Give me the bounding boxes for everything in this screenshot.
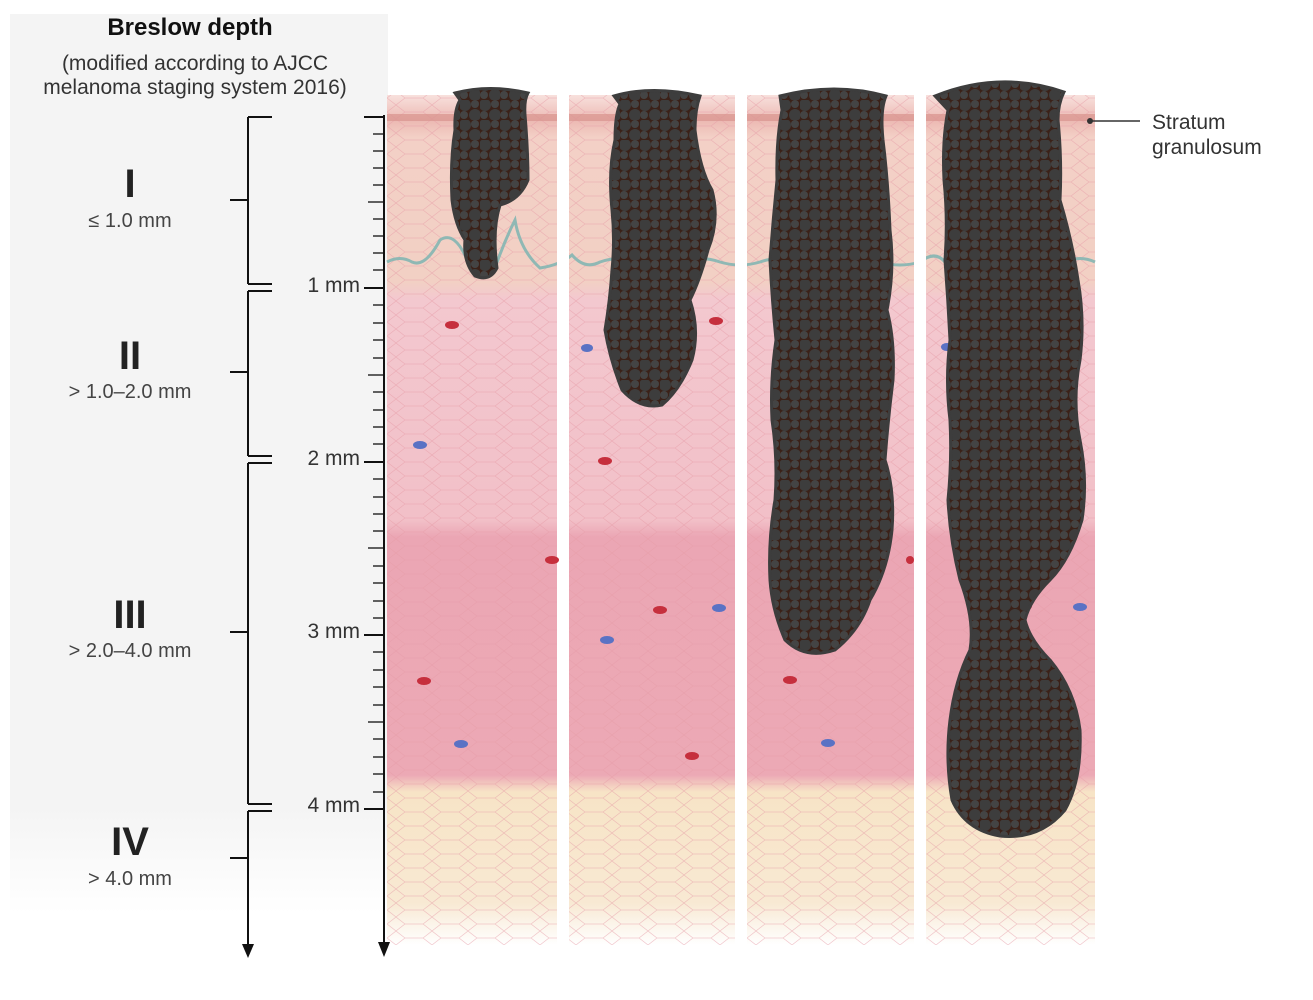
stage-1-numeral: I [124, 162, 136, 206]
stage-3-range: > 2.0–4.0 mm [68, 640, 192, 662]
vessel-blue [600, 636, 614, 644]
vessel-red [709, 317, 723, 325]
tumor-stage-2 [603, 89, 717, 408]
bracket-stage-1 [230, 116, 272, 285]
vessel-red [653, 606, 667, 614]
stage-3-numeral: III [113, 593, 147, 637]
vessel-red [545, 556, 559, 564]
vessel-blue [821, 739, 835, 747]
vessel-red [445, 321, 459, 329]
bracket-stage-4 [230, 810, 272, 945]
subtitle-line-2: melanoma staging system 2016) [43, 76, 347, 99]
vessel-red [685, 752, 699, 760]
depth-label-2mm: 2 mm [307, 447, 361, 470]
stage-2-range: > 1.0–2.0 mm [68, 381, 192, 403]
column-separator-3 [914, 90, 926, 950]
tumor-body [449, 87, 531, 280]
stage-4-numeral: IV [111, 820, 149, 864]
tumor-body [932, 80, 1087, 838]
vessel-red [598, 457, 612, 465]
stage-2-numeral: II [118, 334, 142, 378]
vessel-red [783, 676, 797, 684]
bracket-stage-3 [230, 462, 272, 805]
vessel-blue [1073, 603, 1087, 611]
callout-dot [1087, 118, 1093, 124]
stage-1-range: ≤ 1.0 mm [88, 210, 172, 232]
tumor-body [768, 87, 895, 655]
vessel-blue [413, 441, 427, 449]
depth-ruler [364, 115, 385, 944]
diagram-title: Breslow depth [107, 14, 273, 41]
depth-label-1mm: 1 mm [307, 274, 361, 297]
right-arrowhead [378, 942, 390, 957]
callout-line-1: Stratum [1152, 111, 1226, 134]
left-arrowhead [242, 944, 254, 958]
column-separator-1 [557, 90, 569, 950]
stage-bracket-scale [230, 116, 272, 945]
tumor-stage-4 [932, 80, 1087, 838]
ruler-minor-ticks [368, 133, 384, 793]
left-panel [10, 14, 388, 914]
vessel-blue [712, 604, 726, 612]
stage-4-range: > 4.0 mm [88, 868, 172, 890]
vessel-red [906, 556, 914, 564]
tumor-stage-1 [449, 87, 531, 280]
depth-label-4mm: 4 mm [307, 794, 361, 817]
subtitle-line-1: (modified according to AJCC [61, 52, 329, 75]
depth-label-3mm: 3 mm [307, 620, 361, 643]
tumor-stage-3 [768, 87, 895, 655]
callout-line-2: granulosum [1152, 136, 1262, 159]
stratum-granulosum-label: Stratum granulosum [1152, 110, 1262, 160]
tumor-body [603, 89, 717, 408]
column-separator-2 [735, 90, 747, 950]
vessel-red [417, 677, 431, 685]
bracket-stage-2 [230, 290, 272, 457]
diagram-subtitle: (modified according to AJCC melanoma sta… [10, 52, 380, 100]
vessel-blue [454, 740, 468, 748]
vessel-blue [581, 344, 593, 352]
